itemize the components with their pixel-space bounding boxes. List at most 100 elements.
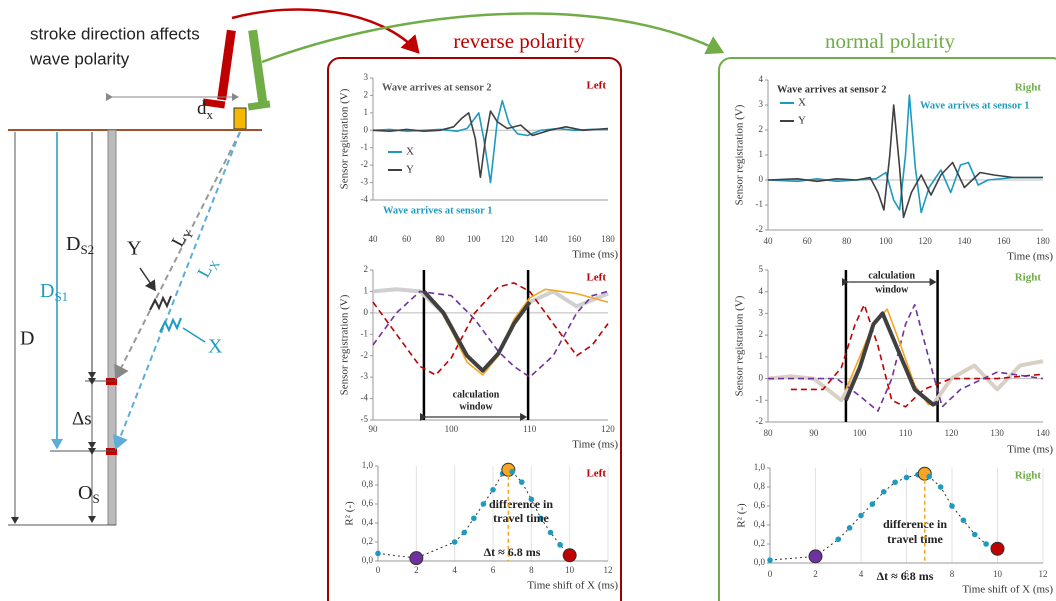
- connector-line: [377, 469, 571, 559]
- label: dx: [197, 98, 214, 122]
- annotation: Wave arrives at sensor 1: [383, 205, 492, 216]
- point: [937, 484, 944, 490]
- series-line: [790, 303, 1044, 408]
- x-tick-label: 130: [990, 428, 1004, 438]
- point: [547, 529, 554, 536]
- y-tick-label: -2: [361, 350, 369, 360]
- point: [509, 468, 515, 475]
- arrow: [261, 12, 725, 64]
- y-tick-label: 4: [759, 74, 764, 84]
- annotation: travel time: [493, 511, 549, 525]
- y-tick-label: -2: [756, 224, 764, 234]
- point: [409, 551, 424, 566]
- annotation: difference in: [883, 517, 947, 531]
- point: [490, 486, 496, 493]
- panel: [327, 57, 622, 601]
- x-tick-label: 60: [803, 236, 813, 246]
- x-tick-label: 140: [1036, 428, 1050, 438]
- x-tick-label: 120: [918, 236, 932, 246]
- series-line: [422, 290, 532, 373]
- y-tick-label: 0,0: [754, 557, 766, 567]
- window-label: calculation: [868, 270, 915, 281]
- y-tick-label: 0: [364, 307, 369, 317]
- y-axis-label: Sensor registration (V): [734, 104, 746, 205]
- point: [880, 488, 887, 495]
- annotation: travel time: [887, 532, 943, 546]
- y-tick-label: -5: [361, 414, 369, 424]
- label: DS2: [66, 233, 94, 257]
- x-axis-label: Time (ms): [1007, 251, 1053, 263]
- x-tick-label: 100: [879, 236, 893, 246]
- point: [538, 515, 544, 522]
- y-tick-label: 0,8: [754, 481, 766, 491]
- x-axis-label: Time (ms): [572, 249, 618, 261]
- point: [480, 501, 487, 507]
- legend-label: X: [798, 97, 806, 109]
- arrow: [182, 327, 206, 343]
- x-tick-label: 160: [997, 236, 1011, 246]
- y-axis-label: R² (-): [736, 503, 748, 528]
- x-tick-label: 180: [1036, 236, 1050, 246]
- series-line: [845, 308, 938, 406]
- x-tick-label: 0: [768, 569, 773, 579]
- point: [767, 557, 773, 563]
- point: [471, 515, 477, 522]
- point: [960, 517, 967, 524]
- y-tick-label: -1: [361, 142, 369, 152]
- y-tick-label: 2: [364, 264, 369, 274]
- y-tick-label: -3: [361, 177, 369, 187]
- x-tick-label: 60: [402, 234, 412, 244]
- x-tick-label: 6: [491, 565, 496, 575]
- point: [557, 542, 563, 548]
- y-tick-label: 1: [364, 107, 369, 117]
- point: [562, 548, 577, 563]
- y-tick-label: 0,0: [362, 555, 374, 565]
- x-tick-label: 160: [568, 234, 582, 244]
- x-tick-label: 140: [534, 234, 548, 244]
- delta-label: Δt ≈ 6.8 ms: [484, 545, 541, 559]
- point: [990, 541, 1005, 556]
- delta-label: Δt ≈ 6.8 ms: [877, 569, 934, 583]
- sensor-source: [233, 107, 247, 130]
- label: DS1: [40, 280, 68, 304]
- y-tick-label: 1,0: [362, 460, 374, 470]
- y-tick-label: 0,4: [754, 519, 766, 529]
- panel: [718, 57, 1056, 601]
- arrow: [231, 8, 420, 54]
- y-tick-label: 0,6: [362, 498, 374, 508]
- point: [858, 512, 864, 519]
- x-tick-label: 10: [565, 565, 575, 575]
- y-tick-label: 1: [759, 351, 764, 361]
- y-tick-label: 2: [759, 329, 764, 339]
- path-y: [114, 131, 241, 380]
- x-tick-label: 80: [436, 234, 446, 244]
- x-tick-label: 100: [467, 234, 481, 244]
- point: [926, 473, 933, 480]
- point: [971, 531, 978, 538]
- x-tick-label: 12: [1039, 569, 1048, 579]
- x-tick-label: 4: [859, 569, 864, 579]
- series-line: [767, 94, 1043, 214]
- rod: [107, 129, 117, 526]
- point: [983, 541, 989, 547]
- x-tick-label: 8: [950, 569, 955, 579]
- x-tick-label: 4: [452, 565, 457, 575]
- legend-label: X: [406, 146, 414, 158]
- point: [869, 501, 876, 507]
- x-tick-label: 120: [945, 428, 959, 438]
- series-line: [372, 290, 609, 378]
- y-tick-label: 1: [759, 149, 764, 159]
- point: [451, 539, 458, 545]
- panel-title: normal polarity: [825, 29, 956, 53]
- y-axis-label: Sensor registration (V): [339, 294, 351, 395]
- y-tick-label: 3: [759, 99, 764, 109]
- x-axis-label: Time shift of X (ms): [527, 580, 618, 592]
- y-tick-label: 3: [759, 307, 764, 317]
- panel-title: reverse polarity: [453, 29, 585, 53]
- x-tick-label: 40: [369, 234, 379, 244]
- y-tick-label: 3: [364, 72, 369, 82]
- corner-label: Right: [1015, 272, 1042, 284]
- point: [518, 479, 525, 485]
- x-tick-label: 80: [764, 428, 774, 438]
- label: Y: [127, 238, 141, 260]
